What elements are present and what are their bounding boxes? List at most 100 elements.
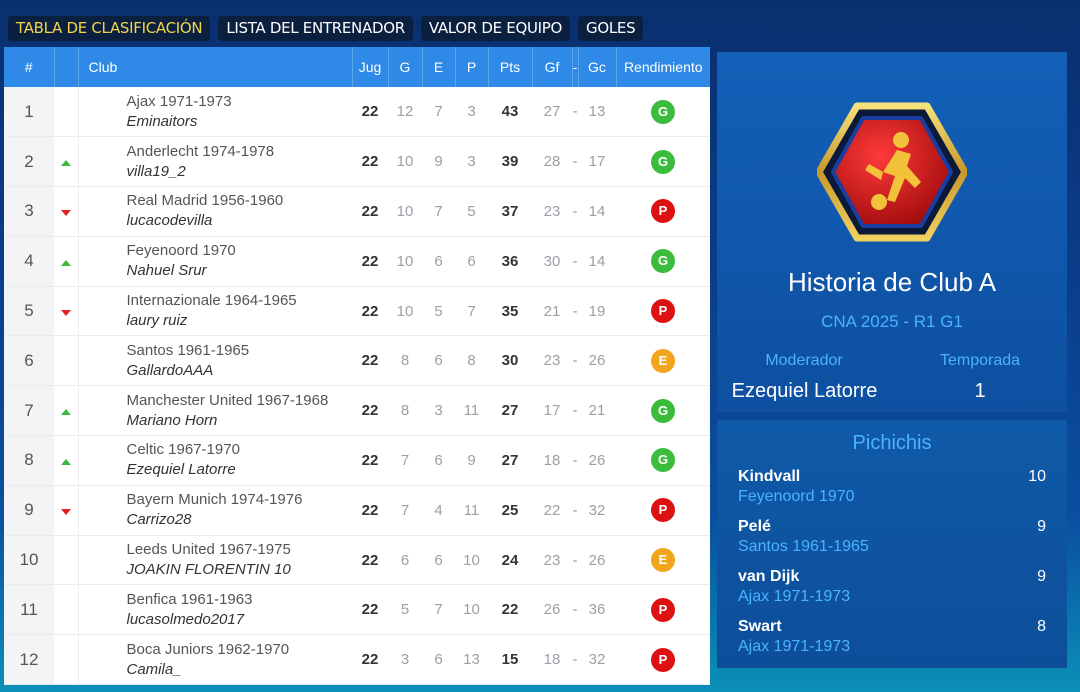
pts-cell: 25	[501, 501, 519, 519]
header-gf[interactable]: Gf	[532, 47, 573, 87]
club-name[interactable]: Celtic 1967-1970	[126, 441, 240, 459]
p-cell: 11	[463, 402, 480, 420]
tab-goals[interactable]: GOLES	[578, 16, 644, 41]
gf-cell: 22	[543, 501, 561, 519]
gf-cell: 23	[543, 551, 561, 569]
tab-bar: TABLA DE CLASIFICACIÓN LISTA DEL ENTRENA…	[8, 16, 644, 41]
table-row[interactable]: 10 Leeds United 1967-1975 JOAKIN FLORENTIN…	[4, 535, 710, 585]
gc-cell: 36	[588, 601, 606, 619]
club-name[interactable]: Real Madrid 1956-1960	[126, 192, 284, 210]
club-name[interactable]: Internazionale 1964-1965	[126, 292, 297, 310]
manager-name[interactable]: laury ruiz	[126, 312, 188, 330]
table-row[interactable]: 11 Benfica 1961-1963 lucasolmedo2017 22 5 7 10…	[4, 584, 710, 635]
g-cell: 7	[400, 501, 410, 519]
table-row[interactable]: 4 Feyenoord 1970 Nahuel Srur 22 10 6 6 36 30-14 G	[4, 236, 710, 287]
manager-name[interactable]: villa19_2	[126, 162, 186, 180]
gf-cell: 28	[543, 153, 561, 171]
scorer-club[interactable]: Santos 1961-1965	[738, 538, 869, 555]
pos-cell: 3	[4, 186, 54, 237]
scorer-club[interactable]: Ajax 1971-1973	[738, 638, 851, 655]
club-name[interactable]: Anderlecht 1974-1978	[126, 142, 275, 160]
gf-cell: 30	[543, 252, 561, 270]
tab-coach-list[interactable]: LISTA DEL ENTRENADOR	[218, 16, 413, 41]
scorer-name[interactable]: Kindvall	[738, 468, 801, 485]
arrow-up-icon	[60, 409, 71, 416]
manager-name[interactable]: Nahuel Srur	[126, 262, 207, 280]
header-g[interactable]: G	[388, 47, 423, 87]
manager-name[interactable]: Mariano Horn	[126, 411, 218, 429]
trend-cell	[54, 87, 79, 137]
table-row[interactable]: 2 Anderlecht 1974-1978 villa19_2 22 10 9 3 39 28…	[4, 136, 710, 187]
tab-standings[interactable]: TABLA DE CLASIFICACIÓN	[8, 16, 211, 41]
manager-name[interactable]: lucasolmedo2017	[126, 610, 245, 628]
g-cell: 5	[400, 601, 410, 619]
header-jug[interactable]: Jug	[352, 47, 389, 87]
header-club[interactable]: Club	[78, 47, 353, 87]
form-badge: E	[651, 548, 675, 573]
header-e[interactable]: E	[422, 47, 456, 87]
club-name[interactable]: Boca Juniors 1962-1970	[126, 640, 290, 658]
pts-cell: 15	[501, 651, 519, 669]
p-cell: 6	[467, 252, 476, 270]
sep-cell: -	[572, 601, 578, 619]
table-row[interactable]: 12 Boca Juniors 1962-1970 Camila_ 22 3 6 13 15 1…	[4, 634, 710, 685]
club-cell: Santos 1961-1965 GallardoAAA	[78, 336, 352, 386]
tab-team-value[interactable]: VALOR DE EQUIPO	[420, 16, 571, 41]
scorer-name[interactable]: Pelé	[738, 518, 771, 535]
e-cell: 7	[434, 601, 443, 619]
manager-name[interactable]: Camila_	[126, 660, 182, 678]
scorer-club[interactable]: Ajax 1971-1973	[738, 588, 851, 605]
g-cell: 8	[400, 352, 410, 370]
club-cell: Celtic 1967-1970 Ezequiel Latorre	[78, 436, 352, 486]
table-row[interactable]: 3 Real Madrid 1956-1960 lucacodevilla 22 10 7…	[4, 186, 710, 237]
pos-cell: 11	[4, 584, 54, 635]
club-name[interactable]: Santos 1961-1965	[126, 341, 250, 359]
manager-name[interactable]: Ezequiel Latorre	[126, 461, 236, 479]
form-badge: G	[651, 398, 675, 423]
club-name[interactable]: Feyenoord 1970	[126, 242, 236, 260]
table-row[interactable]: 7 Manchester United 1967-1968 Mariano Horn…	[4, 385, 710, 436]
gc-cell: 26	[588, 352, 606, 370]
scorer-name[interactable]: Swart	[738, 618, 782, 635]
pts-cell: 27	[501, 451, 519, 469]
table-row[interactable]: 5 Internazionale 1964-1965 laury ruiz 22 10 5…	[4, 286, 710, 336]
moderator-label: Moderador	[765, 352, 843, 369]
pts-cell: 35	[501, 302, 519, 320]
gc-cell: 32	[588, 501, 606, 519]
table-row[interactable]: 9 Bayern Munich 1974-1976 Carrizo28 22 7 4 11 2…	[4, 485, 710, 536]
soccer-player-icon	[817, 102, 967, 242]
club-cell: Internazionale 1964-1965 laury ruiz	[78, 286, 352, 336]
club-name[interactable]: Leeds United 1967-1975	[126, 541, 291, 559]
table-row[interactable]: 1 Ajax 1971-1973 Eminaitors 22 12 7 3 43 27-13 G	[4, 87, 710, 137]
manager-name[interactable]: Carrizo28	[126, 511, 192, 529]
g-cell: 10	[396, 153, 414, 171]
p-cell: 7	[467, 302, 476, 320]
p-cell: 3	[467, 103, 476, 121]
scorer-item: Kindvall Feyenoord 1970 10	[738, 468, 1046, 506]
scorer-item: Pelé Santos 1961-1965 9	[738, 518, 1046, 556]
manager-name[interactable]: GallardoAAA	[126, 361, 214, 379]
club-name[interactable]: Bayern Munich 1974-1976	[126, 491, 303, 509]
table-row[interactable]: 8 Celtic 1967-1970 Ezequiel Latorre 22 7 6 9 27…	[4, 435, 710, 486]
jug-cell: 22	[361, 352, 379, 370]
rendimiento-cell: G	[616, 236, 710, 286]
table-row[interactable]: 6 Santos 1961-1965 GallardoAAA 22 8 6 8 30 23-26…	[4, 335, 710, 386]
scorer-club[interactable]: Feyenoord 1970	[738, 488, 855, 505]
jug-cell: 22	[361, 153, 379, 171]
rendimiento-cell: G	[616, 137, 710, 187]
club-name[interactable]: Manchester United 1967-1968	[126, 391, 329, 409]
header-p[interactable]: P	[455, 47, 489, 87]
arrow-down-icon	[60, 309, 71, 316]
sep-cell: -	[572, 153, 578, 171]
header-pts[interactable]: Pts	[488, 47, 533, 87]
club-name[interactable]: Benfica 1961-1963	[126, 590, 253, 608]
scorer-name[interactable]: van Dijk	[738, 568, 800, 585]
form-badge: P	[651, 199, 675, 224]
manager-name[interactable]: Eminaitors	[126, 112, 198, 130]
form-badge: E	[651, 348, 675, 373]
manager-name[interactable]: lucacodevilla	[126, 212, 213, 230]
jug-cell: 22	[361, 302, 379, 320]
header-gc[interactable]: Gc	[578, 47, 617, 87]
manager-name[interactable]: JOAKIN FLORENTIN 10	[126, 561, 291, 579]
club-name[interactable]: Ajax 1971-1973	[126, 92, 232, 110]
